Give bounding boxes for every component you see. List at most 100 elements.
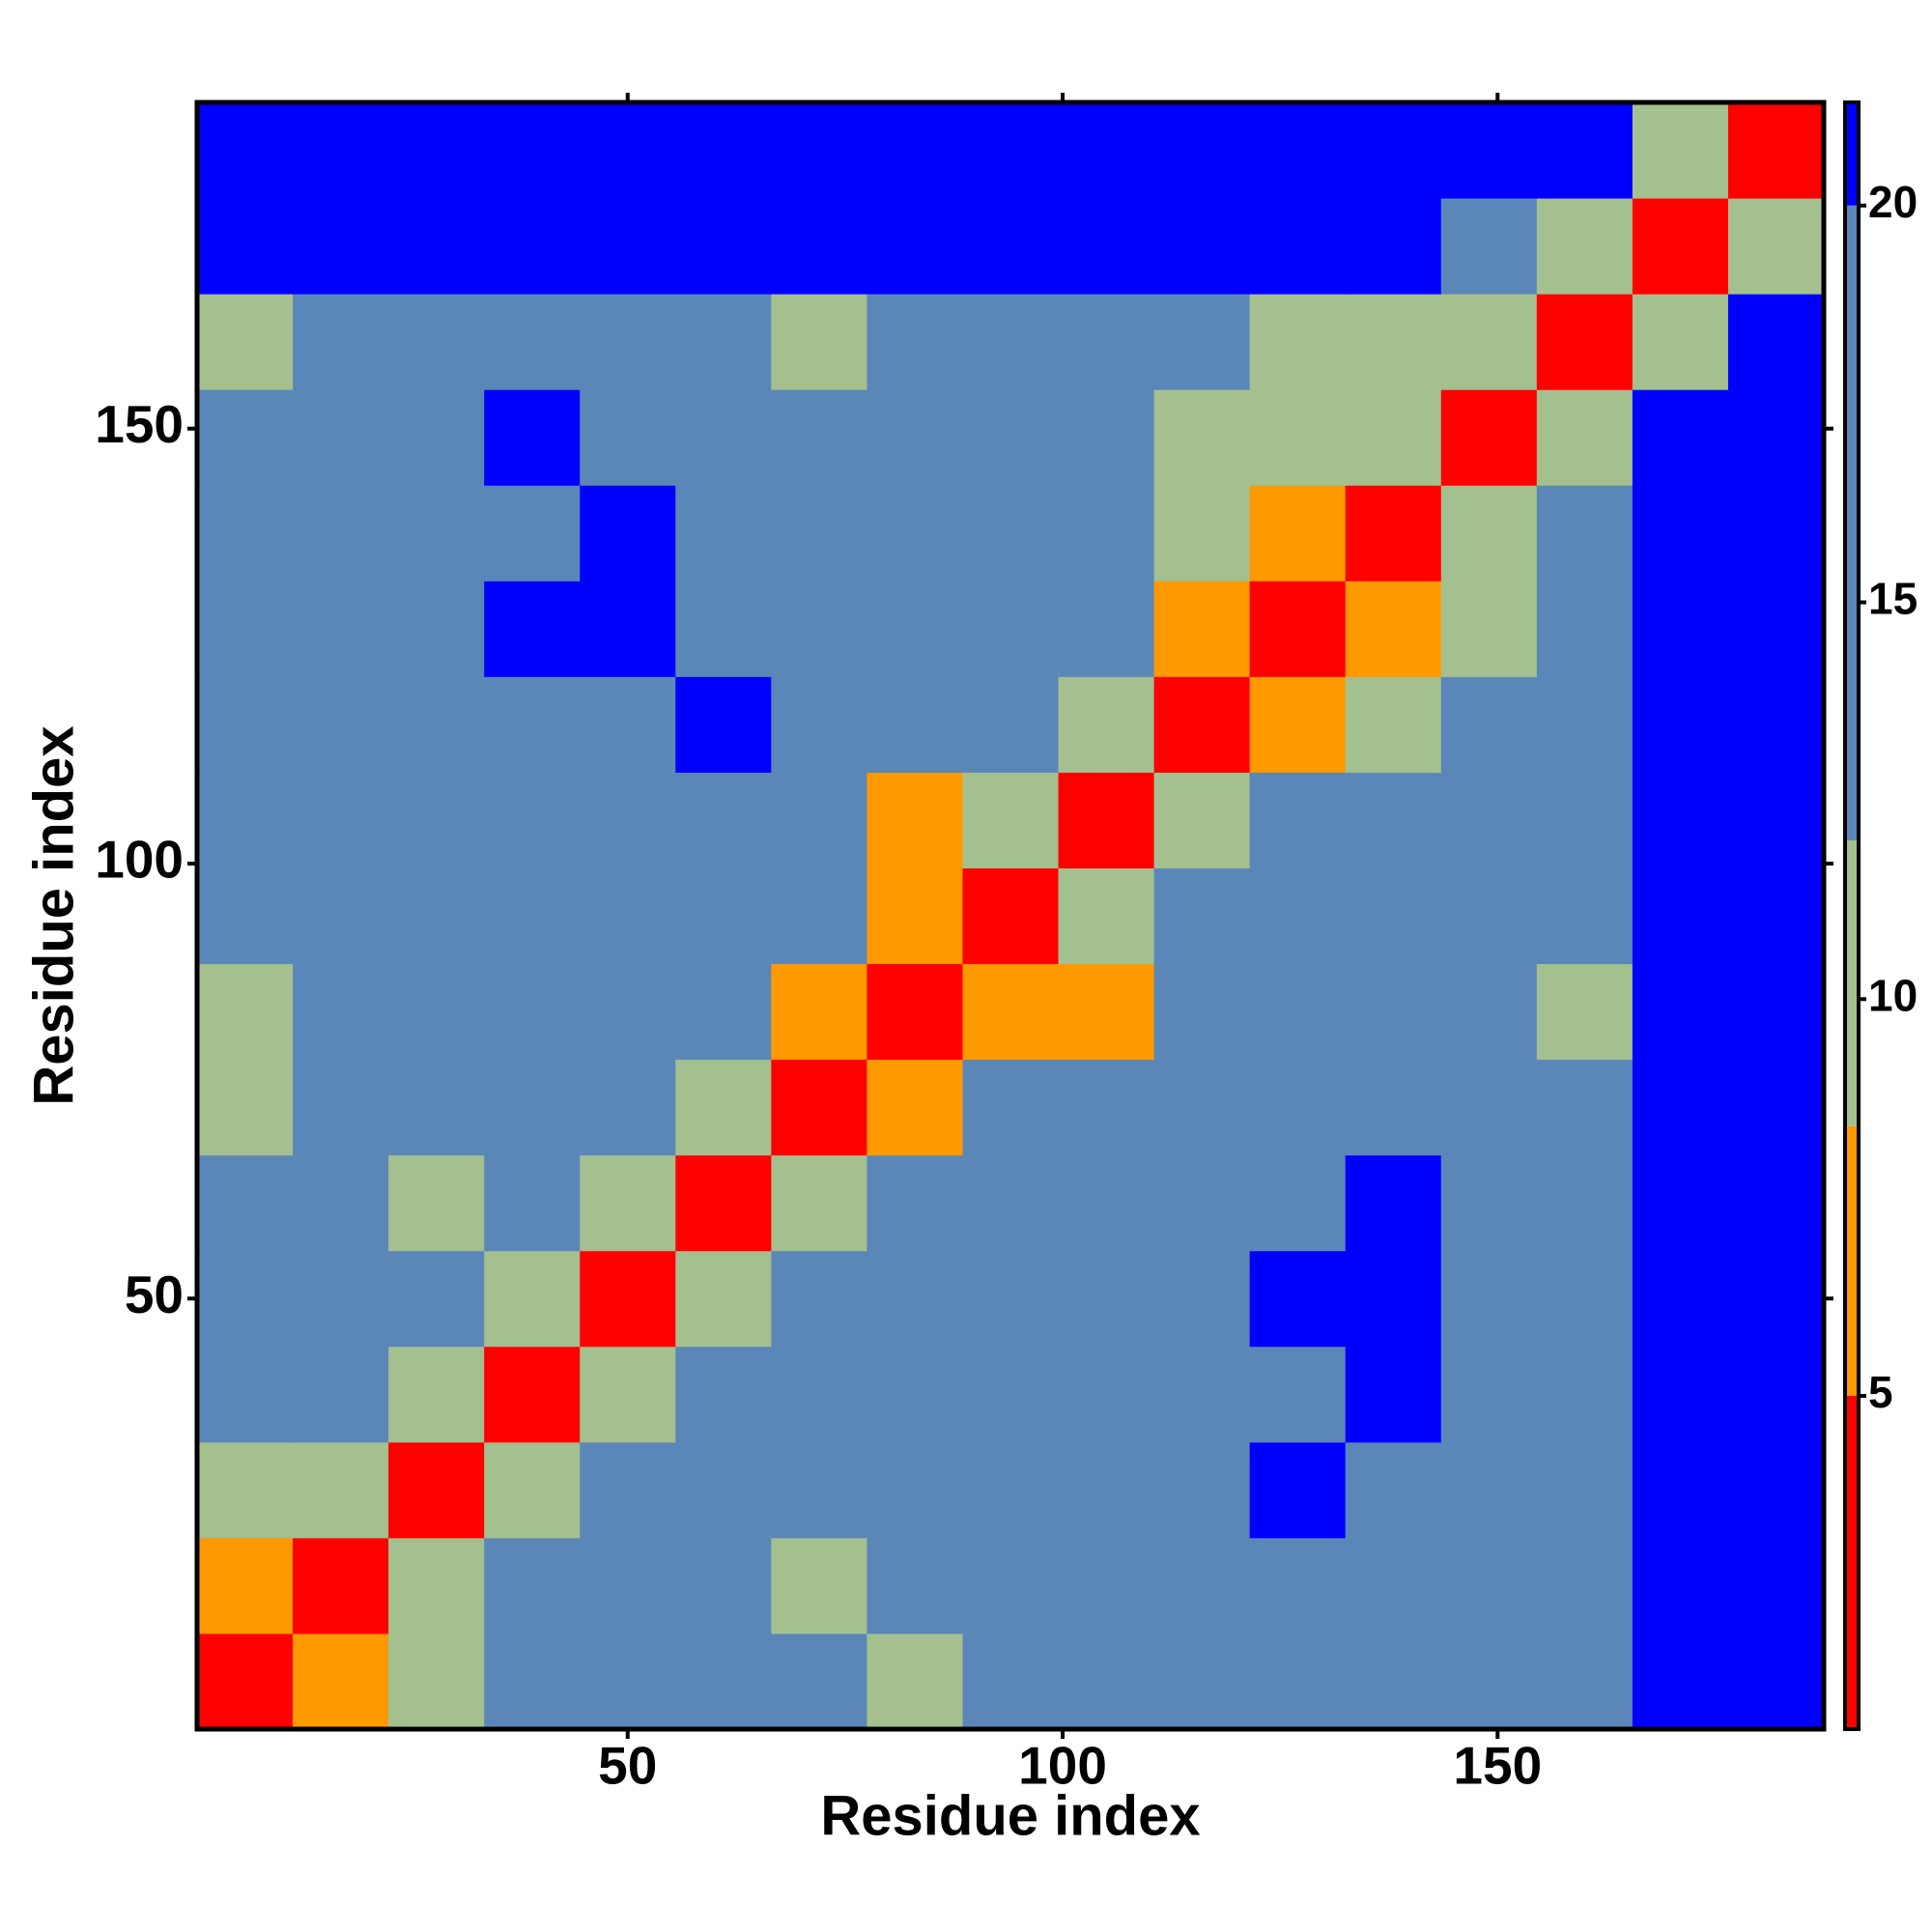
heatmap-cell (1058, 867, 1155, 965)
heatmap-cell (580, 1250, 676, 1348)
heatmap-cell (1632, 198, 1729, 295)
heatmap-cell (1440, 963, 1538, 1061)
heatmap-cell (293, 1346, 389, 1443)
heatmap-cell (1345, 963, 1442, 1061)
heatmap-cell (1632, 772, 1729, 868)
heatmap-cell (1345, 1154, 1442, 1252)
heatmap-cell (962, 772, 1060, 868)
heatmap-cell (1727, 676, 1825, 773)
heatmap-cell (1345, 102, 1442, 199)
heatmap-cell (962, 102, 1060, 199)
heatmap-cell (1632, 294, 1729, 390)
heatmap-cell (1058, 1441, 1155, 1539)
heatmap-cell (1345, 1250, 1442, 1348)
heatmap-cell (1536, 485, 1634, 582)
heatmap-cell (675, 772, 772, 868)
heatmap-cell (1440, 485, 1538, 582)
heatmap-cell (580, 389, 676, 486)
colorbar-segment (1845, 102, 1859, 206)
heatmap-cell (1727, 963, 1825, 1061)
heatmap-cell (1632, 1441, 1729, 1539)
heatmap-cell (580, 1441, 676, 1539)
heatmap-cell (484, 1633, 581, 1730)
heatmap-cell (1632, 963, 1729, 1061)
x-tick-label: 150 (1453, 1736, 1542, 1796)
heatmap-cell (293, 389, 389, 486)
heatmap-cell (580, 581, 676, 677)
heatmap-cell (771, 485, 867, 582)
heatmap-cell (484, 485, 581, 582)
heatmap-cell (867, 102, 963, 199)
heatmap-cell (1153, 676, 1251, 773)
heatmap-cell (293, 963, 389, 1061)
heatmap-cell (1440, 1346, 1538, 1443)
heatmap-cell (293, 867, 389, 965)
heatmap-cell (1153, 294, 1251, 390)
heatmap-cell (197, 389, 294, 486)
heatmap-cell (484, 963, 581, 1061)
heatmap-cell (771, 581, 867, 677)
heatmap-cell (1058, 198, 1155, 295)
heatmap-cell (1536, 1346, 1634, 1443)
heatmap-cell (580, 772, 676, 868)
heatmap-cell (1727, 1441, 1825, 1539)
heatmap-cell (1058, 772, 1155, 868)
heatmap-cell (962, 294, 1060, 390)
heatmap-cell (580, 294, 676, 390)
heatmap-cell (1536, 294, 1634, 390)
heatmap-cell (293, 1633, 389, 1730)
heatmap-cell (197, 1346, 294, 1443)
heatmap-cell (1249, 1346, 1347, 1443)
heatmap-cell (771, 772, 867, 868)
heatmap-cell (1153, 389, 1251, 486)
heatmap-cell (1249, 1441, 1347, 1539)
heatmap-cell (867, 485, 963, 582)
heatmap-cell (197, 1059, 294, 1156)
heatmap-cell (867, 389, 963, 486)
heatmap-cell (1058, 581, 1155, 677)
heatmap-cell (771, 198, 867, 295)
heatmap-cell (962, 1250, 1060, 1348)
heatmap-cell (197, 867, 294, 965)
heatmap-cell (1727, 1537, 1825, 1634)
heatmap-cell (293, 294, 389, 390)
heatmap-cell (484, 1346, 581, 1443)
heatmap-cell (1345, 1059, 1442, 1156)
heatmap-cell (962, 1441, 1060, 1539)
heatmap-cell (1727, 198, 1825, 295)
heatmap-cell (771, 676, 867, 773)
heatmap-cell (293, 1059, 389, 1156)
heatmap-cell (771, 1537, 867, 1634)
heatmap-cell (484, 389, 581, 486)
heatmap-cell (1440, 102, 1538, 199)
heatmap-cell (388, 867, 485, 965)
x-tick-label: 100 (1018, 1736, 1107, 1796)
colorbar-frame (1843, 100, 1861, 1731)
heatmap-cell (1058, 1154, 1155, 1252)
heatmap-cell (197, 1250, 294, 1348)
heatmap-cell (1440, 1537, 1538, 1634)
heatmap-cell (388, 294, 485, 390)
heatmap-cell (1727, 485, 1825, 582)
heatmap-cell (867, 198, 963, 295)
heatmap-cell (771, 963, 867, 1061)
heatmap-cell (1153, 1537, 1251, 1634)
heatmap-cell (962, 963, 1060, 1061)
heatmap-cell (1249, 198, 1347, 295)
heatmap-cell (1058, 102, 1155, 199)
heatmap-cell (1058, 1633, 1155, 1730)
heatmap-cell (293, 1154, 389, 1252)
colorbar-tick-label: 20 (1868, 177, 1918, 227)
heatmap-cell (388, 772, 485, 868)
heatmap-cell (675, 102, 772, 199)
heatmap-cell (1153, 963, 1251, 1061)
heatmap-cell (1440, 389, 1538, 486)
heatmap-cell (1345, 1633, 1442, 1730)
heatmap-cell (771, 1250, 867, 1348)
heatmap-cell (1536, 1537, 1634, 1634)
heatmap-cell (580, 1346, 676, 1443)
heatmap-cell (484, 294, 581, 390)
colorbar-tick-label: 15 (1868, 574, 1918, 624)
heatmap-cell (388, 963, 485, 1061)
heatmap-cell (1727, 867, 1825, 965)
